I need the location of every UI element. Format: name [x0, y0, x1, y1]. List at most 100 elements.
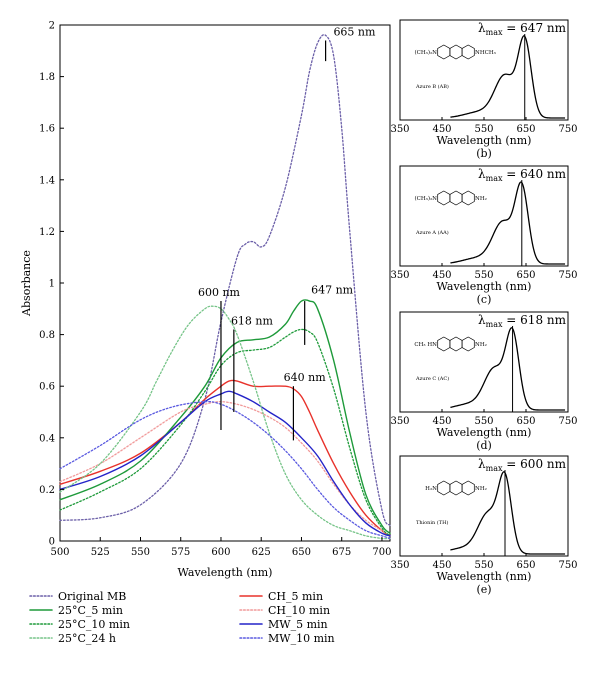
x-tick-label: 675: [332, 547, 351, 558]
chemical-structure: H₂N NH₂: [425, 480, 487, 496]
panel-x-tick-label: 350: [390, 270, 409, 281]
peak-annotations: 665 nm 647 nm 600 nm 618 nm 640 nm: [198, 25, 376, 441]
panel-x-tick-label: 550: [474, 560, 493, 571]
structure-ring: [449, 480, 463, 496]
structure-left-group: CH₃ HN: [414, 342, 437, 348]
series-line-0: [59, 34, 391, 527]
panel-id-label: (d): [476, 439, 492, 452]
chemical-structure: (CH₃)₂N NH₂: [414, 190, 487, 206]
main-x-ticks: 500 525 550 575 600 625 650 675 700: [50, 537, 391, 558]
panel-frame: [399, 19, 569, 121]
y-tick-label: 0.8: [39, 330, 55, 341]
y-tick-label: 2: [49, 21, 55, 32]
panel-x-tick-label: 450: [432, 270, 451, 281]
panel-x-axis-label: Wavelength (nm): [437, 426, 532, 439]
main-y-ticks: 0 0.2 0.4 0.6 0.8 1 1.2 1.4 1.6 1.8 2: [39, 21, 64, 548]
panel-x-tick-label: 650: [516, 270, 535, 281]
y-tick-label: 1.2: [39, 227, 55, 238]
legend-label: Original MB: [58, 590, 126, 603]
reference-panel: λmax = 618 nm CH₃ HN NH₂ Azure C (AC) 350 450…: [390, 311, 578, 452]
compound-name: Thionin (TH): [416, 519, 448, 526]
structure-right-group: NHCH₃: [475, 50, 496, 56]
legend-label: CH_5 min: [268, 590, 323, 603]
structure-ring: [449, 44, 463, 60]
panel-lambda-max: λmax = 647 nm: [478, 21, 567, 37]
panel-spectrum-line: [450, 471, 566, 555]
panel-x-tick-label: 450: [432, 124, 451, 135]
x-tick-label: 650: [292, 547, 311, 558]
x-tick-label: 550: [131, 547, 150, 558]
panel-id-label: (c): [477, 293, 492, 306]
reference-panel: λmax = 640 nm (CH₃)₂N NH₂ Azure A (AA) 350 45…: [390, 165, 578, 306]
series-line-2: [59, 299, 391, 534]
panel-x-tick-label: 650: [516, 124, 535, 135]
y-tick-label: 1.8: [39, 72, 55, 83]
panel-id-label: (b): [476, 147, 492, 160]
structure-ring: [461, 336, 475, 352]
y-tick-label: 0.6: [39, 382, 55, 393]
structure-right-group: NH₂: [475, 486, 487, 492]
structure-ring: [437, 480, 451, 496]
structure-left-group: (CH₃)₂N: [414, 195, 437, 202]
panel-x-tick-label: 750: [558, 560, 577, 571]
panel-x-tick-label: 350: [390, 560, 409, 571]
panel-x-tick-label: 550: [474, 416, 493, 427]
panel-spectrum-line: [450, 181, 566, 265]
chemical-structure: CH₃ HN NH₂: [414, 336, 487, 352]
structure-right-group: NH₂: [475, 196, 487, 202]
panel-x-tick-label: 450: [432, 560, 451, 571]
x-tick-label: 600: [211, 547, 230, 558]
x-tick-label: 700: [372, 547, 391, 558]
panel-x-tick-label: 350: [390, 124, 409, 135]
panel-x-tick-label: 750: [558, 124, 577, 135]
structure-ring: [437, 336, 451, 352]
chemical-structure: (CH₃)₂N NHCH₃: [414, 44, 496, 60]
structure-ring: [449, 190, 463, 206]
structure-ring: [461, 44, 475, 60]
panel-frame: [399, 455, 569, 557]
legend-label: MW_10 min: [268, 632, 335, 645]
peak-label: 640 nm: [284, 371, 327, 384]
y-tick-label: 0: [49, 537, 55, 548]
structure-ring: [461, 190, 475, 206]
x-tick-label: 525: [91, 547, 110, 558]
y-tick-label: 1.4: [39, 175, 55, 186]
main-series-group: [59, 34, 391, 540]
panel-x-tick-label: 750: [558, 270, 577, 281]
structure-left-group: (CH₃)₂N: [414, 49, 437, 56]
y-tick-label: 0.2: [39, 485, 55, 496]
panel-lambda-max: λmax = 600 nm: [478, 457, 567, 473]
peak-label: 618 nm: [231, 314, 274, 327]
panel-lambda-max: λmax = 640 nm: [478, 167, 567, 183]
panel-x-tick-label: 550: [474, 124, 493, 135]
panel-id-label: (e): [476, 583, 491, 596]
panel-spectrum-line: [450, 327, 566, 411]
panel-x-tick-label: 650: [516, 560, 535, 571]
structure-ring: [437, 44, 451, 60]
panel-frame: [399, 311, 569, 413]
legend-label: CH_10 min: [268, 604, 330, 617]
compound-name: Azure A (AA): [415, 229, 449, 236]
peak-label: 647 nm: [311, 283, 354, 296]
panel-x-tick-label: 550: [474, 270, 493, 281]
panel-x-axis-label: Wavelength (nm): [437, 280, 532, 293]
main-legend: Original MB CH_5 min 25°C_5 min CH_10 min 25…: [29, 590, 335, 645]
panel-x-tick-label: 350: [390, 416, 409, 427]
reference-spectra-panels: λmax = 647 nm (CH₃)₂N NHCH₃ Azure B (AB) 350…: [390, 19, 578, 596]
structure-ring: [437, 190, 451, 206]
structure-left-group: H₂N: [425, 486, 437, 492]
panel-x-tick-label: 750: [558, 416, 577, 427]
panel-x-axis-label: Wavelength (nm): [437, 570, 532, 583]
x-tick-label: 625: [252, 547, 271, 558]
panel-x-tick-label: 450: [432, 416, 451, 427]
structure-ring: [449, 336, 463, 352]
peak-label: 665 nm: [333, 25, 376, 38]
panel-lambda-max: λmax = 618 nm: [478, 313, 567, 329]
reference-panel: λmax = 647 nm (CH₃)₂N NHCH₃ Azure B (AB) 350…: [390, 19, 578, 160]
y-tick-label: 0.4: [39, 433, 55, 444]
legend-label: MW_5 min: [268, 618, 328, 631]
panel-x-axis-label: Wavelength (nm): [437, 134, 532, 147]
main-y-axis-label: Absorbance: [20, 250, 33, 317]
